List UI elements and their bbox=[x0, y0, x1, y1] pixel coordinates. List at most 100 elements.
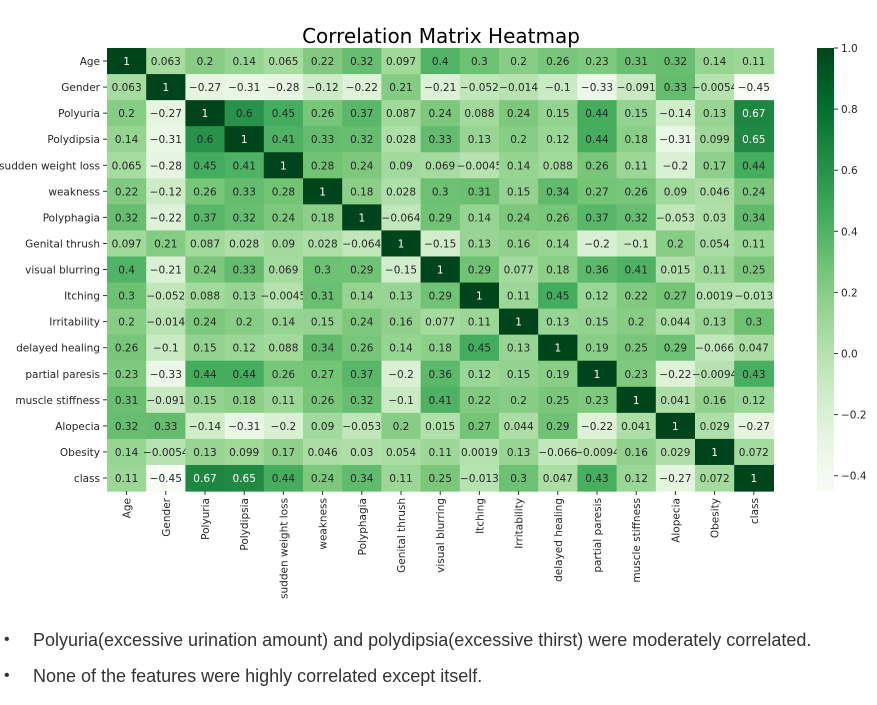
column-label: weakness bbox=[318, 498, 330, 550]
heatmap-cell bbox=[224, 100, 265, 127]
heatmap-cell bbox=[185, 256, 226, 284]
colorbar-tick-label: 0.6 bbox=[841, 165, 858, 177]
heatmap-cell bbox=[577, 334, 618, 362]
heatmap-cell bbox=[499, 386, 539, 414]
cell-value-label: 0.45 bbox=[193, 160, 216, 172]
cell-value-label: 0.34 bbox=[311, 343, 335, 355]
heatmap-cell bbox=[107, 100, 147, 127]
cell-value-label: 0.29 bbox=[546, 421, 569, 433]
cell-value-label: 0.015 bbox=[660, 265, 690, 277]
heatmap-cell bbox=[420, 230, 461, 258]
cell-value-label: 0.046 bbox=[308, 447, 338, 459]
cell-value-label: −0.014 bbox=[146, 317, 185, 329]
cell-value-label: 0.028 bbox=[229, 238, 259, 250]
cell-value-label: 0.097 bbox=[386, 56, 416, 68]
heatmap-cell bbox=[499, 48, 539, 75]
heatmap-cell bbox=[303, 230, 343, 258]
cell-value-label: −0.013 bbox=[460, 473, 499, 485]
cell-value-label: −0.22 bbox=[581, 421, 613, 433]
cell-value-label: 0.14 bbox=[233, 56, 257, 68]
heatmap-cell bbox=[185, 360, 226, 388]
heatmap-cell bbox=[616, 152, 657, 179]
cell-value-label: 0.2 bbox=[510, 395, 527, 407]
heatmap-cell bbox=[420, 74, 461, 101]
note-item: • Polyuria(excessive urination amount) a… bbox=[0, 622, 877, 658]
cell-value-label: 0.14 bbox=[703, 56, 727, 68]
cell-value-label: 0.15 bbox=[193, 343, 216, 355]
row-label: partial paresis bbox=[25, 369, 100, 381]
heatmap-cell bbox=[303, 152, 343, 179]
heatmap-cell bbox=[734, 74, 774, 101]
cell-value-label: 0.047 bbox=[543, 473, 573, 485]
heatmap-cell bbox=[342, 126, 382, 153]
heatmap-cell bbox=[342, 230, 382, 258]
cell-value-label: 0.28 bbox=[272, 186, 295, 198]
heatmap-cell bbox=[263, 48, 304, 75]
column-label: Genital thrush bbox=[396, 498, 408, 573]
cell-value-label: 0.09 bbox=[664, 186, 687, 198]
cell-value-label: 1 bbox=[437, 265, 444, 277]
heatmap-cell bbox=[224, 126, 265, 153]
heatmap-cell bbox=[734, 204, 774, 232]
heatmap-cell bbox=[695, 256, 735, 284]
cell-value-label: 0.25 bbox=[429, 473, 452, 485]
cell-value-label: 0.19 bbox=[546, 369, 569, 381]
cell-value-label: −0.052 bbox=[146, 291, 185, 303]
colorbar-tick-label: −0.2 bbox=[841, 410, 867, 422]
cell-value-label: 0.03 bbox=[703, 212, 726, 224]
heatmap-cell bbox=[303, 360, 343, 388]
heatmap-cell bbox=[459, 256, 500, 284]
cell-value-label: 0.18 bbox=[233, 395, 256, 407]
heatmap-cell bbox=[499, 126, 539, 153]
heatmap-cell bbox=[577, 282, 618, 310]
cell-value-label: 0.44 bbox=[193, 369, 217, 381]
heatmap-cell bbox=[224, 412, 265, 440]
cell-value-label: 1 bbox=[672, 421, 679, 433]
heatmap-cell bbox=[459, 464, 500, 492]
heatmap-cell bbox=[538, 126, 578, 153]
heatmap-cell bbox=[420, 412, 461, 440]
heatmap-cell bbox=[499, 308, 539, 336]
heatmap-cell bbox=[381, 412, 422, 440]
cell-value-label: −0.053 bbox=[656, 212, 695, 224]
heatmap-cell bbox=[577, 360, 618, 388]
bullet-point: • bbox=[4, 667, 10, 684]
heatmap-cell bbox=[146, 360, 186, 388]
heatmap-cell bbox=[381, 282, 422, 310]
cell-value-label: 0.072 bbox=[700, 473, 730, 485]
cell-value-label: 0.27 bbox=[664, 291, 687, 303]
cell-value-label: 0.34 bbox=[742, 212, 766, 224]
cell-value-label: 0.36 bbox=[585, 265, 609, 277]
heatmap-cell bbox=[107, 438, 147, 466]
cell-value-label: 0.12 bbox=[742, 395, 765, 407]
row-label: Polyuria bbox=[58, 108, 100, 120]
heatmap-cell bbox=[538, 334, 578, 362]
cell-value-label: 0.29 bbox=[429, 291, 452, 303]
heatmap-cell bbox=[224, 152, 265, 179]
heatmap-cell bbox=[342, 464, 382, 492]
heatmap-cell bbox=[185, 230, 226, 258]
cell-value-label: 0.2 bbox=[510, 134, 527, 146]
cell-value-label: −0.22 bbox=[346, 82, 378, 94]
heatmap-cell bbox=[459, 230, 500, 258]
heatmap-cell bbox=[695, 412, 735, 440]
cell-value-label: −0.31 bbox=[659, 134, 691, 146]
heatmap-cells: 1 0.063 0.2 0.14 0.065 0.22 0.32 0.097 0.4 0.3 0.2… bbox=[107, 48, 774, 492]
cell-value-label: −0.091 bbox=[617, 82, 656, 94]
heatmap-cell bbox=[263, 464, 304, 492]
heatmap-cell bbox=[655, 48, 696, 75]
cell-value-label: 0.33 bbox=[233, 265, 256, 277]
heatmap-cell bbox=[303, 438, 343, 466]
cell-value-label: −0.0045 bbox=[457, 160, 503, 172]
cell-value-label: 1 bbox=[515, 317, 522, 329]
heatmap-cell bbox=[538, 178, 578, 205]
cell-value-label: 0.16 bbox=[703, 395, 727, 407]
cell-value-label: 0.65 bbox=[742, 134, 765, 146]
heatmap-cell bbox=[577, 178, 618, 205]
cell-value-label: 0.2 bbox=[628, 317, 645, 329]
heatmap-cell bbox=[185, 178, 226, 205]
heatmap-cell bbox=[263, 360, 304, 388]
cell-value-label: 0.13 bbox=[389, 291, 412, 303]
heatmap-cell bbox=[146, 178, 186, 205]
cell-value-label: 0.14 bbox=[507, 160, 531, 172]
